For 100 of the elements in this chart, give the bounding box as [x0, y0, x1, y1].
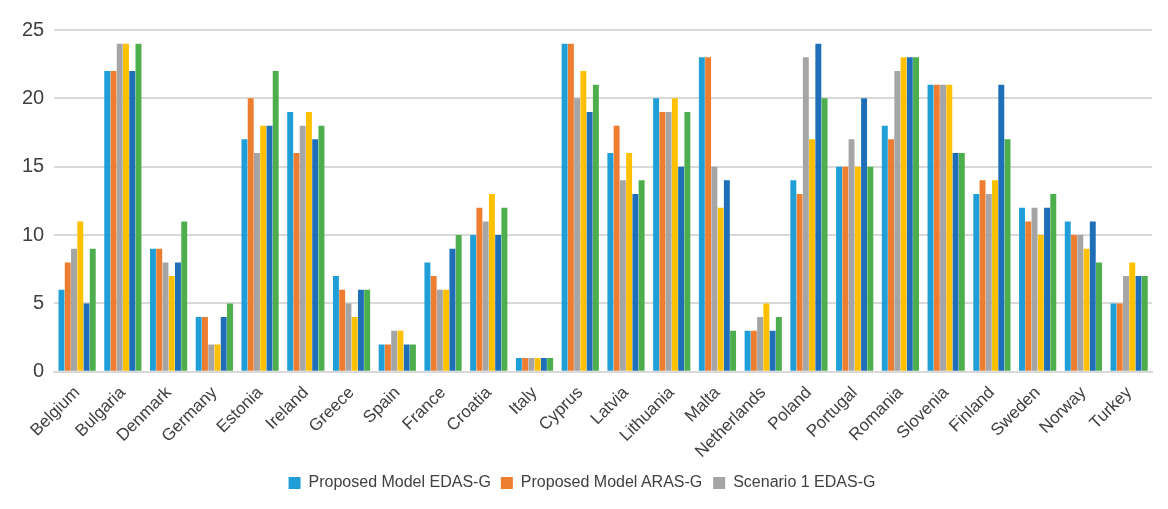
bar [790, 180, 797, 371]
bar [1141, 276, 1148, 371]
bar [678, 166, 685, 371]
bar [933, 84, 940, 371]
bar [750, 330, 757, 371]
bar [730, 330, 737, 371]
bar [253, 153, 260, 371]
bar [293, 153, 300, 371]
bar [973, 194, 980, 371]
bar [384, 344, 391, 371]
bar [775, 317, 782, 371]
bar [495, 235, 502, 371]
legend-label: Scenario 1 EDAS-G [733, 473, 876, 491]
bar [287, 112, 294, 371]
bar [848, 139, 855, 371]
bar [501, 207, 508, 371]
bar [1123, 276, 1129, 371]
bar [586, 112, 593, 371]
bar [1019, 207, 1025, 371]
bar [717, 207, 724, 371]
bar [638, 180, 645, 371]
bar [476, 207, 483, 371]
bar [1089, 221, 1096, 371]
y-tick-label: 20 [22, 85, 45, 108]
bar [226, 303, 233, 371]
bar [351, 317, 358, 371]
bar [266, 125, 273, 371]
bar [913, 57, 920, 371]
bar [397, 330, 404, 371]
bar [763, 303, 770, 371]
bar [1025, 221, 1032, 371]
bar [1077, 235, 1084, 371]
bar [757, 317, 764, 371]
bar [574, 98, 581, 371]
bar [985, 194, 992, 371]
bar [711, 166, 718, 371]
bar [547, 358, 554, 371]
bar [156, 248, 163, 371]
bar [357, 289, 364, 371]
bar [260, 125, 267, 371]
bar [104, 71, 111, 371]
bar [150, 248, 156, 371]
bar [894, 71, 901, 371]
bar [592, 84, 599, 371]
bar [881, 125, 888, 371]
bar [940, 84, 947, 371]
bar [626, 153, 633, 371]
bar [1050, 194, 1057, 371]
bar [443, 289, 450, 371]
y-tick-label: 10 [22, 222, 45, 245]
bar [842, 166, 849, 371]
bar [318, 125, 325, 371]
bar [632, 194, 639, 371]
bar [116, 43, 123, 371]
bar [1096, 262, 1102, 371]
bar [567, 43, 574, 371]
y-tick-label: 25 [22, 17, 45, 40]
bar [378, 344, 385, 371]
bar [220, 317, 227, 371]
bar [867, 166, 874, 371]
bar [723, 180, 730, 371]
bar [123, 43, 129, 371]
bar [705, 57, 712, 371]
bar [332, 276, 339, 371]
bar [1037, 235, 1044, 371]
bar [613, 125, 620, 371]
bar [247, 98, 254, 371]
bar [305, 112, 312, 371]
bar [665, 112, 672, 371]
bar [482, 221, 489, 371]
bar [946, 84, 953, 371]
bar [339, 289, 346, 371]
bar [769, 330, 776, 371]
bar [403, 344, 410, 371]
bar [802, 57, 809, 371]
bar [522, 358, 529, 371]
bar [927, 84, 934, 371]
bar [470, 235, 477, 371]
bar [854, 166, 861, 371]
bar [175, 262, 181, 371]
bar [488, 194, 495, 371]
bar [900, 57, 907, 371]
bar [796, 194, 803, 371]
bar [580, 71, 587, 371]
bar [424, 262, 431, 371]
bar [241, 139, 248, 371]
bar [744, 330, 751, 371]
bar [515, 358, 522, 371]
bar [653, 98, 660, 371]
bar [168, 276, 175, 371]
bar [534, 358, 541, 371]
bar [671, 98, 678, 371]
bar [619, 180, 626, 371]
bar [979, 180, 986, 371]
bar [77, 221, 84, 371]
bar [659, 112, 666, 371]
bar [409, 344, 416, 371]
bar [345, 303, 352, 371]
bar [958, 153, 965, 371]
bar [129, 71, 136, 371]
